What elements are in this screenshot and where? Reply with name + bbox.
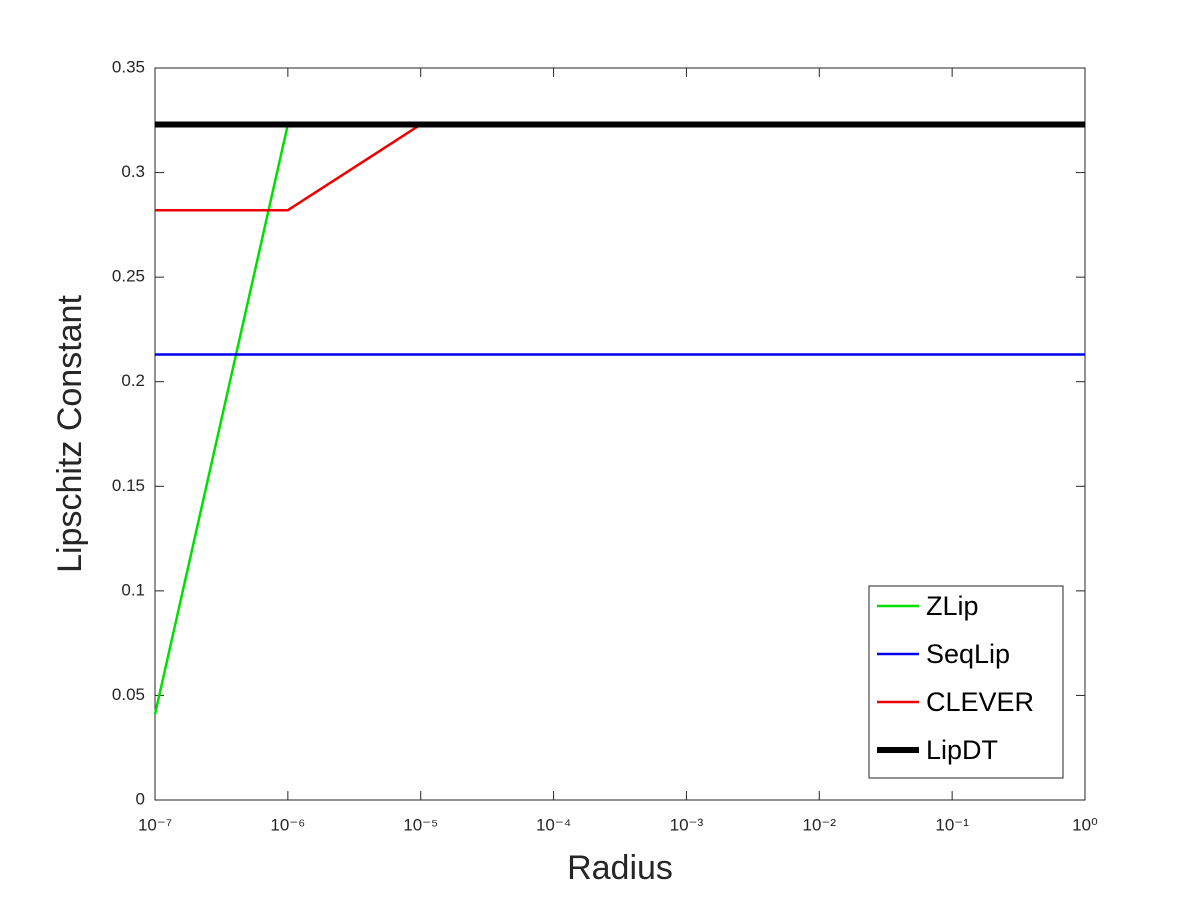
x-tick-label: 10⁻⁷	[138, 815, 172, 834]
legend-label: ZLip	[926, 591, 979, 621]
x-tick-label: 10⁻³	[670, 815, 704, 834]
y-tick-label: 0.15	[112, 476, 145, 495]
legend-box	[868, 585, 1064, 779]
x-tick-label: 10⁻⁴	[536, 815, 571, 834]
y-tick-label: 0.3	[121, 162, 145, 181]
y-tick-label: 0.2	[121, 371, 145, 390]
x-tick-label: 10⁻⁶	[270, 815, 305, 834]
x-tick-label: 10⁻²	[803, 815, 837, 834]
y-tick-label: 0.1	[121, 580, 145, 599]
y-axis-label: Lipschitz Constant	[51, 295, 89, 573]
y-tick-label: 0.25	[112, 267, 145, 286]
plot-frame	[154, 67, 1086, 801]
legend-label: LipDT	[926, 735, 998, 765]
x-axis-label: Radius	[567, 849, 673, 887]
y-tick-label: 0.35	[112, 57, 145, 76]
x-tick-label: 10⁻¹	[935, 815, 969, 834]
y-tick-label: 0.05	[112, 685, 145, 704]
x-tick-label: 10⁻⁵	[403, 815, 438, 834]
x-tick-label: 10⁰	[1072, 815, 1098, 834]
legend-label: CLEVER	[926, 687, 1034, 717]
legend-label: SeqLip	[926, 639, 1010, 669]
y-tick-label: 0	[136, 789, 145, 808]
